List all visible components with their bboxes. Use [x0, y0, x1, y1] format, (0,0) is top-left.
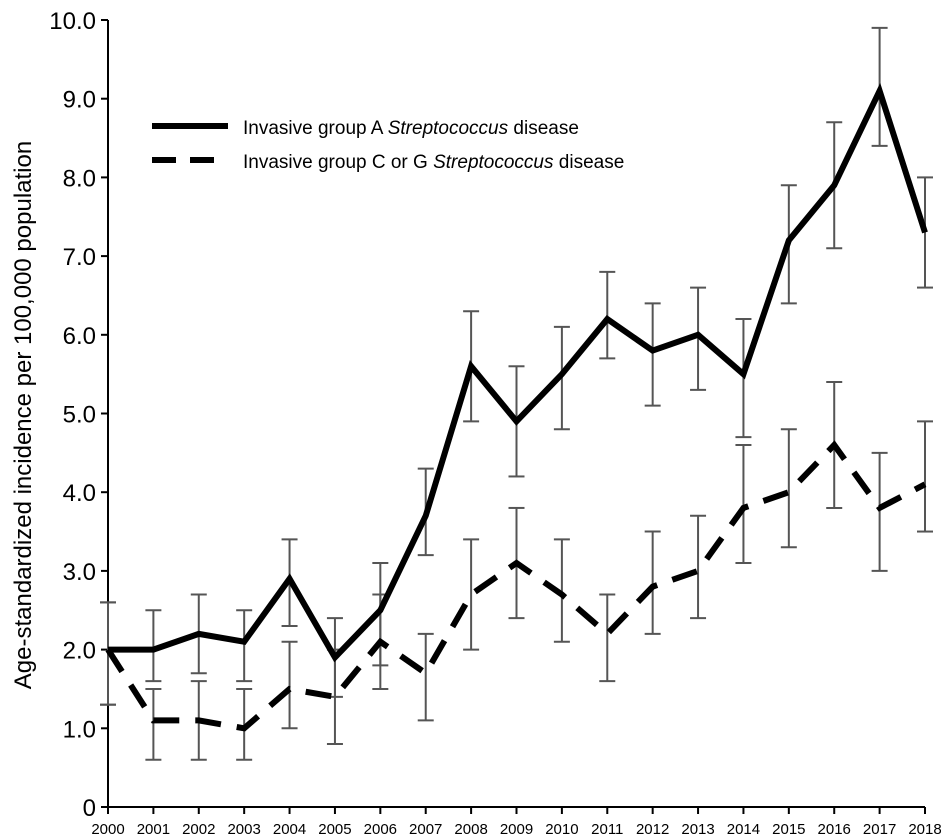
legend-label-group-a: Invasive group A Streptococcus disease: [243, 118, 579, 139]
legend-label-group-cg: Invasive group C or G Streptococcus dise…: [243, 152, 624, 173]
x-tick-label: 2010: [545, 821, 578, 838]
x-tick-label: 2005: [318, 821, 351, 838]
error-bar: [917, 420, 933, 533]
y-axis-label: Age-standardized incidence per 100,000 p…: [10, 141, 37, 689]
x-tick-label: 2016: [818, 821, 851, 838]
error-bar: [599, 270, 616, 360]
x-tick-label: 2014: [727, 821, 760, 838]
x-tick-label: 2013: [681, 821, 714, 838]
error-bar: [599, 593, 616, 683]
error-bar: [690, 514, 707, 620]
x-tick-label: 2006: [364, 821, 397, 838]
y-tick-label: 5.0: [63, 402, 96, 429]
error-bar: [644, 530, 661, 635]
x-tick-label: 2017: [863, 821, 896, 838]
series-lines: [105, 82, 928, 732]
x-tick-label: 2001: [137, 821, 170, 838]
error-bar: [145, 609, 162, 683]
legend: Invasive group A Streptococcus disease I…: [152, 118, 624, 173]
y-tick-label: 9.0: [63, 87, 96, 114]
x-tick-label: 2015: [772, 821, 805, 838]
x-tick-label: 2012: [636, 821, 669, 838]
y-tick-label: 1.0: [63, 716, 96, 743]
error-bar: [281, 640, 298, 730]
y-tick-label: 8.0: [63, 165, 96, 192]
y-tick-label: 0: [83, 795, 96, 822]
error-bar: [463, 538, 480, 651]
error-bar: [871, 451, 888, 572]
error-bar: [145, 687, 162, 761]
series-line-group-a: [108, 82, 928, 663]
tick-labels: 0 1.0 2.0 3.0 4.0 5.0 6.0 7.0 8.0 9.0 10.0 2000 2001…: [49, 8, 941, 838]
y-tick-label: 10.0: [49, 8, 96, 35]
error-bar: [780, 428, 797, 549]
x-tick-label: 2000: [91, 821, 124, 838]
y-tick-label: 7.0: [63, 244, 96, 271]
x-tick-label: 2011: [591, 821, 623, 838]
series-line-group-cg: [105, 440, 927, 732]
x-tick-label: 2004: [273, 821, 306, 838]
error-bar: [735, 443, 752, 565]
x-tick-label: 2009: [500, 821, 533, 838]
error-bar: [553, 538, 570, 643]
x-tick-label: 2007: [409, 821, 442, 838]
error-bar: [417, 632, 434, 722]
y-tick-label: 3.0: [63, 559, 96, 586]
y-tick-label: 6.0: [63, 323, 96, 350]
x-tick-label: 2003: [227, 821, 260, 838]
error-bar: [236, 609, 253, 683]
y-tick-label: 4.0: [63, 480, 96, 507]
x-tick-label: 2002: [182, 821, 215, 838]
x-tick-label: 2018: [908, 821, 941, 838]
y-tick-label: 2.0: [63, 638, 96, 665]
x-tick-label: 2008: [454, 821, 487, 838]
error-bar: [644, 302, 661, 407]
